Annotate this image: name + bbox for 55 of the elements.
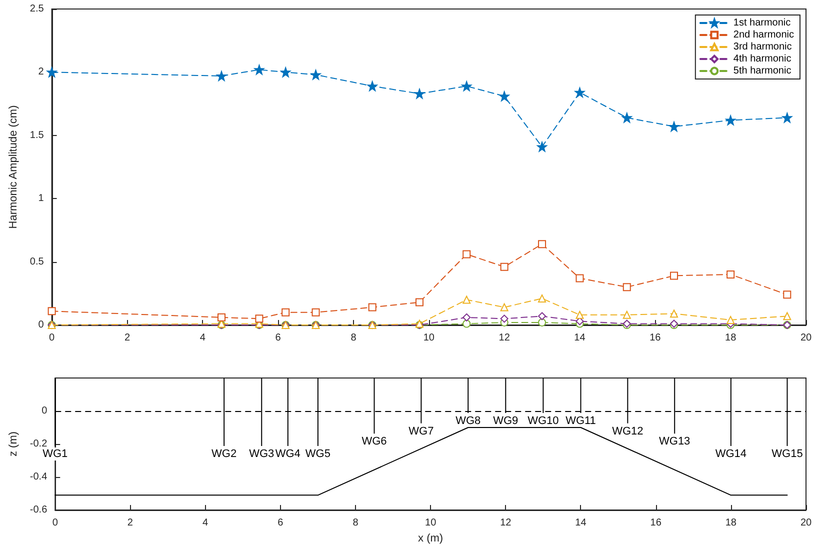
ref-line-label: WG7 [408,425,434,438]
x-tick-label: 4 [202,518,209,528]
x-tick-label: 8 [352,518,359,528]
y-tick-label: 2.5 [30,4,44,14]
ref-line-label: WG15 [772,448,803,460]
y-tick-label: -0.6 [30,504,48,516]
x-tick-label: 20 [800,332,812,344]
x-tick-label: 20 [800,518,812,528]
ref-line-label: WG2 [212,448,237,460]
legend-label: 5th harmonic [733,66,792,76]
ref-line-label: WG3 [249,448,274,460]
ref-line-label: WG5 [305,448,330,460]
ref-line-label: WG10 [528,415,559,427]
y-axis-title: z (m) [8,431,20,457]
ref-line-label: WG12 [612,425,644,438]
x-tick-label: 18 [725,332,737,344]
x-tick-label: 10 [423,332,435,344]
ref-line-label: WG13 [659,436,690,448]
x-tick-label: 12 [500,518,512,528]
ref-line-label: WG14 [715,448,747,460]
ref-line-label: WG4 [275,448,300,460]
ref-line-label: WG11 [566,415,596,427]
x-tick-label: 16 [650,518,662,528]
x-tick-label: 18 [725,518,737,528]
y-tick-label: 1 [38,193,44,204]
y-tick-label: -0.4 [30,472,48,482]
x-tick-label: 8 [350,332,357,344]
ref-line-label: WG8 [456,415,481,427]
ref-line-label: WG9 [493,415,518,427]
x-tick-label: 10 [425,518,437,528]
x-tick-label: 2 [124,332,130,344]
y-tick-label: 0 [38,320,44,330]
legend-label: 2nd harmonic [733,30,794,40]
ref-line-label: WG6 [362,436,387,448]
y-tick-label: 1.5 [30,130,44,141]
legend-label: 3rd harmonic [733,42,792,52]
x-tick-label: 2 [127,518,134,528]
x-tick-label: 14 [575,518,587,528]
legend-label: 1st harmonic [733,18,791,28]
y-tick-label: -0.2 [30,438,48,450]
x-tick-label: 6 [278,518,284,528]
x-tick-label: 12 [498,332,510,344]
x-tick-label: 0 [49,332,56,344]
legend-label: 4th harmonic [733,54,792,64]
x-tick-label: 14 [574,332,586,344]
x-tick-label: 16 [650,332,662,344]
y-axis-title: Harmonic Amplitude (cm) [8,105,20,229]
x-tick-label: 4 [200,332,206,344]
x-axis-title: x (m) [418,532,444,544]
y-tick-label: 2 [38,66,44,78]
ref-line-label: WG1 [42,448,68,460]
x-tick-label: 0 [52,518,58,528]
y-tick-label: 0.5 [30,256,44,268]
x-tick-label: 6 [275,332,282,344]
y-tick-label: 0 [42,406,48,416]
